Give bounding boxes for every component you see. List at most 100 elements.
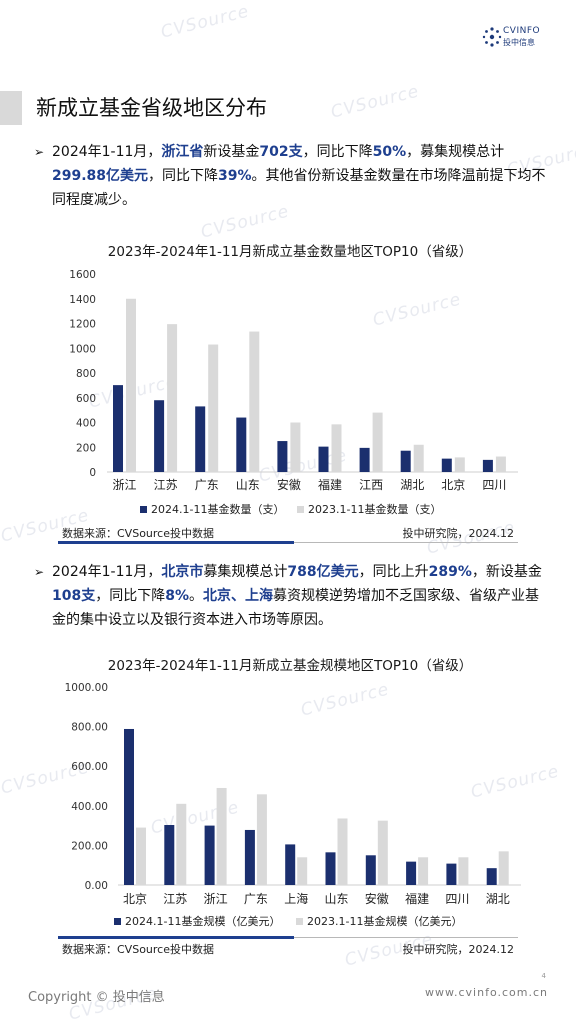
legend-item-2024: 2024.1-11基金数量（支） <box>140 501 284 517</box>
bar-2024-山东 <box>325 852 336 885</box>
bar-2023-北京 <box>136 827 146 885</box>
bar-2023-山东 <box>249 331 260 472</box>
text-run: 募集规模总计 <box>203 564 288 580</box>
highlight-text: 788亿美元 <box>287 564 359 580</box>
bar-2023-江苏 <box>176 803 187 885</box>
text-run: 2024年1-11月， <box>52 564 162 580</box>
x-tick-label: 四川 <box>482 478 506 492</box>
data-credit: 投中研究院，2024.12 <box>402 527 515 540</box>
x-tick-label: 山东 <box>324 892 348 906</box>
highlight-text: 50% <box>372 144 407 160</box>
website-url: www.cvinfo.com.cn <box>425 986 548 999</box>
bar-2024-福建 <box>406 861 417 885</box>
x-tick-label: 湖北 <box>400 477 424 492</box>
bar-2024-四川 <box>446 863 457 885</box>
x-tick-label: 上海 <box>284 891 308 906</box>
y-tick-label: 800 <box>76 368 96 380</box>
bar-2023-江西 <box>372 412 383 472</box>
highlight-text: 8% <box>165 588 190 604</box>
fund-size-bar-chart: 0.00 200.00 400.00 600.00 800.00 1000.00 北京 江苏 浙… <box>65 682 521 906</box>
y-tick-label: 400 <box>76 418 96 430</box>
legend-label: 2023.1-11基金数量（支） <box>308 503 442 516</box>
cvinfo-logo: CVINFO 投中信息 <box>481 24 561 50</box>
x-tick-label: 福建 <box>405 891 429 906</box>
y-tick-label: 1200 <box>69 319 96 331</box>
page-title: 新成立基金省级地区分布 <box>36 96 267 120</box>
bar-2024-北京 <box>441 458 452 472</box>
y-tick-label: 400.00 <box>71 801 108 813</box>
y-tick-label: 1000.00 <box>65 682 108 694</box>
text-run: 。其他省份新设基金数量在市场降温前提下均不同程度减少。 <box>52 168 546 208</box>
bar-2024-上海 <box>285 844 296 885</box>
x-tick-label: 浙江 <box>112 478 136 492</box>
x-tick-label: 江西 <box>359 478 383 492</box>
x-tick-label: 安徽 <box>277 477 301 492</box>
x-tick-label: 浙江 <box>204 892 228 906</box>
bar-2023-广东 <box>256 794 267 885</box>
logo-mark-icon <box>482 27 502 47</box>
legend-item-2024: 2024.1-11基金规模（亿美元） <box>114 913 280 929</box>
watermark: CVSource <box>158 1 252 43</box>
highlight-text: 39% <box>218 168 252 184</box>
bar-2024-北京 <box>124 728 134 885</box>
bar-2024-四川 <box>482 459 493 472</box>
legend-item-2023: 2023.1-11基金规模（亿美元） <box>296 913 462 929</box>
bar-2023-上海 <box>297 857 308 885</box>
bar-2024-湖北 <box>400 450 411 472</box>
bar-2023-湖北 <box>498 851 509 885</box>
x-tick-label: 湖北 <box>486 891 510 906</box>
y-tick-label: 1600 <box>69 269 96 281</box>
bullet-arrow-icon: ➢ <box>34 145 45 159</box>
title-accent-bar <box>0 91 22 125</box>
x-tick-label: 广东 <box>195 478 219 492</box>
bar-2023-湖北 <box>413 444 424 472</box>
text-run: ，同比下降 <box>95 588 166 604</box>
x-tick-label: 北京 <box>441 478 465 492</box>
bar-2023-浙江 <box>126 298 136 472</box>
data-source: 数据来源：CVSource投中数据 <box>62 943 214 956</box>
text-run: 2024年1-11月， <box>52 144 162 160</box>
summary-paragraph-2: ➢ 2024年1-11月，北京市募集规模总计788亿美元，同比上升289%，新设… <box>34 560 552 632</box>
highlight-text: 108支 <box>52 588 96 604</box>
y-tick-label: 1000 <box>69 343 96 355</box>
divider <box>58 936 518 939</box>
bar-2023-广东 <box>208 344 219 472</box>
bar-2023-山东 <box>337 818 348 885</box>
x-tick-label: 北京 <box>123 892 147 906</box>
highlight-text: 北京、上海 <box>203 588 274 604</box>
highlight-text: 299.88亿美元 <box>52 168 149 184</box>
data-source: 数据来源：CVSource投中数据 <box>62 527 214 540</box>
bar-2024-安徽 <box>365 855 376 885</box>
bar-2024-浙江 <box>113 385 123 472</box>
text-run: ，同比下降 <box>148 168 219 184</box>
highlight-text: 289% <box>428 564 472 580</box>
x-tick-label: 江苏 <box>154 478 178 492</box>
text-run: 募资规模逆势增加不乏国家级、省级产业基金的集中设立以及银行资本进入市场等原因。 <box>52 588 540 628</box>
legend-swatch <box>140 505 147 513</box>
bar-2023-福建 <box>418 857 429 885</box>
legend-item-2023: 2023.1-11基金数量（支） <box>297 501 441 517</box>
text-run: 。 <box>189 588 204 604</box>
bar-2024-江西 <box>359 447 370 472</box>
bar-2024-广东 <box>244 829 255 885</box>
highlight-text: 浙江省 <box>161 144 204 160</box>
bar-2023-北京 <box>454 457 465 472</box>
bullet-arrow-icon: ➢ <box>34 565 45 579</box>
chart-title: 2023年-2024年1-11月新成立基金规模地区TOP10（省级） <box>107 658 473 674</box>
legend-swatch <box>297 505 304 513</box>
bar-2023-浙江 <box>216 787 227 885</box>
bar-2024-江苏 <box>154 400 165 472</box>
bar-2024-山东 <box>236 417 247 472</box>
legend-swatch <box>296 917 303 925</box>
x-tick-label: 福建 <box>318 477 342 492</box>
data-credit: 投中研究院，2024.12 <box>402 943 515 956</box>
logo-text-en: CVINFO <box>503 26 541 36</box>
bar-2023-福建 <box>331 424 342 472</box>
text-run: ，新设基金 <box>471 564 542 580</box>
y-tick-label: 1400 <box>69 294 96 306</box>
y-tick-label: 800.00 <box>71 722 108 734</box>
x-tick-label: 广东 <box>244 892 268 906</box>
paragraph-text: 2024年1-11月，北京市募集规模总计788亿美元，同比上升289%，新设基金… <box>52 564 542 628</box>
text-run: ，同比上升 <box>358 564 429 580</box>
y-tick-label: 200.00 <box>71 840 108 852</box>
